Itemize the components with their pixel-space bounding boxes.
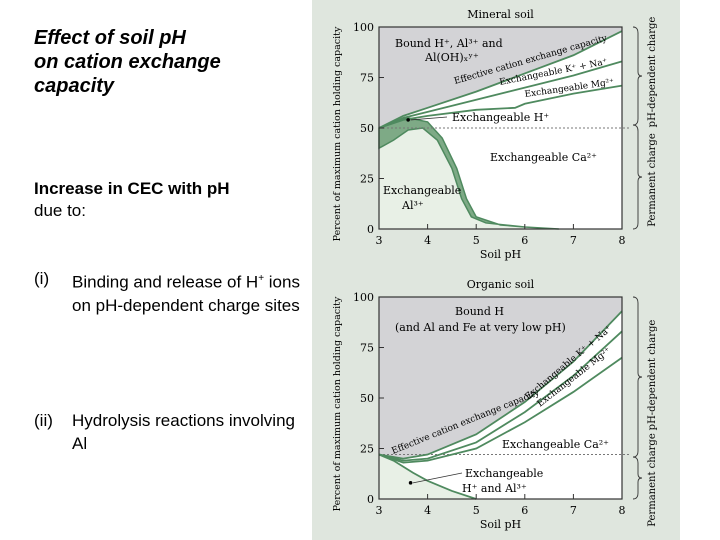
bound-region	[379, 297, 622, 459]
x-tick-label: 4	[424, 234, 431, 247]
y-tick-label: 50	[360, 392, 374, 405]
y-tick-label: 0	[367, 493, 374, 506]
y-axis-label: Percent of maximum cation holding capaci…	[332, 26, 343, 241]
subtitle-rest: due to:	[34, 201, 86, 220]
y-tick-label: 100	[353, 21, 374, 34]
label-bound-2: Al(OH)ₓʸ⁺	[424, 51, 479, 64]
y-tick-label: 25	[360, 443, 374, 456]
chart-title: Mineral soil	[467, 8, 534, 21]
y-tick-label: 25	[360, 173, 374, 186]
label-ph-dependent: pH-dependent charge	[647, 17, 658, 128]
chart-title: Organic soil	[467, 278, 535, 291]
slide-title: Effect of soil pH on cation exchange cap…	[34, 27, 221, 97]
reason-number: (i)	[34, 269, 50, 288]
series-line	[378, 60, 623, 129]
x-tick-label: 5	[473, 234, 480, 247]
bound-region	[379, 27, 622, 128]
reason-text: Hydrolysis reactions involving Al	[72, 411, 295, 453]
brace-permanent	[632, 456, 643, 500]
h-al-region	[379, 454, 477, 499]
label-h-al-2: H⁺ and Al³⁺	[462, 482, 527, 495]
y-tick-label: 100	[353, 291, 374, 304]
y-tick-label: 75	[360, 72, 374, 85]
subtitle-bold: Increase in CEC with pH	[34, 179, 230, 198]
pointer-dot	[406, 118, 410, 122]
x-tick-label: 3	[376, 504, 383, 517]
y-axis-label: Percent of maximum cation holding capaci…	[332, 296, 343, 511]
label-ca: Exchangeable Ca²⁺	[502, 438, 609, 451]
label-bound: Bound H⁺, Al³⁺ and	[395, 37, 503, 50]
x-tick-label: 4	[424, 504, 431, 517]
h-band	[378, 117, 559, 230]
reason-text: Binding and release of H+ ions on pH-dep…	[72, 272, 300, 315]
brace-ph-dependent	[632, 296, 643, 458]
pointer-dot	[408, 481, 413, 485]
label-al-1: Exchangeable	[383, 184, 461, 197]
x-axis-label: Soil pH	[480, 518, 521, 531]
al-region	[379, 128, 559, 229]
x-tick-label: 8	[619, 234, 626, 247]
x-tick-label: 7	[570, 504, 577, 517]
y-tick-label: 0	[367, 223, 374, 236]
x-tick-label: 6	[521, 234, 528, 247]
label-permanent: Permanent charge	[647, 433, 658, 527]
y-tick-label: 75	[360, 342, 374, 355]
x-tick-label: 7	[570, 234, 577, 247]
x-axis-label: Soil pH	[480, 248, 521, 261]
organic-soil-chart: 3 4 5 6 7 8 0 25 50 75 100 Organic soil Soil pH Perce…	[332, 278, 643, 531]
series-line	[378, 330, 623, 462]
label-ca: Exchangeable Ca²⁺	[490, 151, 597, 164]
label-al-2: Al³⁺	[401, 199, 424, 212]
label-h: Exchangeable H⁺	[452, 111, 549, 124]
label-ph-dependent: pH-dependent charge	[647, 320, 658, 431]
pointer-line	[412, 472, 463, 484]
series-line	[378, 30, 623, 129]
reason-number: (ii)	[34, 411, 53, 430]
series-line	[378, 356, 623, 464]
label-bound: Bound H	[455, 305, 504, 318]
brace-permanent	[632, 124, 643, 230]
x-tick-label: 8	[619, 504, 626, 517]
pointer-line	[410, 116, 448, 121]
label-permanent: Permanent charge	[647, 133, 658, 227]
x-tick-label: 3	[376, 234, 383, 247]
mineral-soil-chart: 3 4 5 6 7 8 0 25 50 75 100 Mineral soil Soil pH Perce…	[332, 8, 643, 261]
label-h-al-1: Exchangeable	[465, 467, 543, 480]
x-tick-label: 6	[521, 504, 528, 517]
series-line	[378, 310, 623, 460]
subtitle: Increase in CEC with pH due to:	[34, 178, 304, 222]
x-tick-label: 5	[473, 504, 480, 517]
series-line	[378, 453, 477, 500]
y-tick-label: 50	[360, 122, 374, 135]
brace-ph-dependent	[632, 26, 643, 126]
label-bound-2: (and Al and Fe at very low pH)	[395, 321, 566, 334]
